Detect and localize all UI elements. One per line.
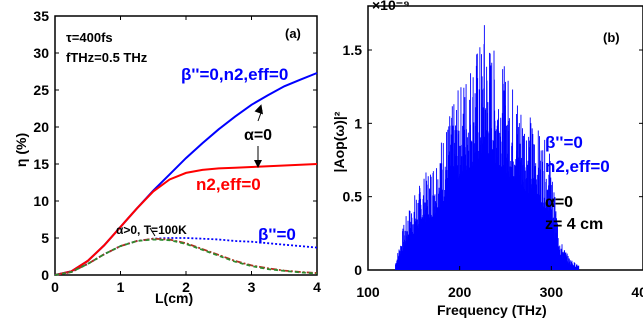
a-x-tick-label: 1 [117,279,125,295]
a-y-tick-label: 30 [33,45,49,61]
b-x-tick-label: 300 [540,284,564,300]
b-y-tick-label: 0.5 [343,189,363,205]
a-y-tick-label: 5 [41,230,49,246]
a-panel-tag: (a) [285,26,301,41]
a-arrow-small [149,227,156,237]
b-label-alpha: α=0 [545,194,573,211]
a-y-ticks: 0 5 10 15 20 25 30 35 [33,8,317,283]
b-label-z: z= 4 cm [545,216,603,233]
a-series-line-0 [54,72,318,276]
b-x-tick-label: 200 [448,284,472,300]
a-y-tick-label: 10 [33,193,49,209]
b-x-tick-label: 100 [356,284,380,300]
a-x-axis-label: L(cm) [155,290,193,306]
b-panel-tag: (b) [603,30,620,45]
a-y-tick-label: 0 [41,267,49,283]
panel-b: 0 0.5 1 1.5 100 200 300 400 ×10⁻⁹ Frequency (T… [331,0,643,318]
a-legend-dotted: β''=0 [258,225,296,244]
b-label-n2eff: n2,eff=0 [545,157,610,176]
a-label-alpha0: α=0 [244,127,272,144]
b-label-beta: β''=0 [545,133,583,152]
b-y-axis-label: |Aop(ω)|² [331,111,347,172]
a-y-tick-label: 15 [33,156,49,172]
b-x-tick-label: 400 [631,284,643,300]
a-y-tick-label: 20 [33,119,49,135]
a-x-tick-label: 2 [182,279,190,295]
b-y-ticks: 0 0.5 1 1.5 [343,42,643,278]
panel-a: 0 5 10 15 20 25 30 35 0 1 2 3 4 L(cm) η (%) (a) τ=4… [13,8,321,306]
a-series [54,72,318,276]
a-legend-blue: β''=0,n2,eff=0 [181,65,288,84]
a-arrow-up-head [254,104,263,115]
a-x-tick-label: 3 [248,279,256,295]
a-series-line-1 [54,163,318,276]
b-x-ticks: 100 200 300 400 [356,266,643,300]
a-x-tick-label: 0 [51,279,59,295]
a-x-tick-label: 4 [313,279,321,295]
a-series-line-4 [54,238,318,276]
a-arrow-down-head [254,160,262,168]
b-y-tick-label: 1 [354,115,362,131]
b-exponent: ×10⁻⁹ [372,0,410,13]
b-x-axis-label: Frequency (THz) [437,302,547,318]
a-param-tau: τ=400fs [66,30,113,45]
a-series-line-3 [54,237,318,276]
a-param-freq: fTHz=0.5 THz [66,50,148,65]
b-spectrum [395,25,580,270]
a-y-tick-label: 35 [33,8,49,24]
a-y-axis-label: η (%) [13,133,29,167]
a-y-tick-label: 25 [33,82,49,98]
b-y-tick-label: 1.5 [343,42,363,58]
a-legend-red: n2,eff=0 [196,175,261,194]
b-y-tick-label: 0 [354,262,362,278]
